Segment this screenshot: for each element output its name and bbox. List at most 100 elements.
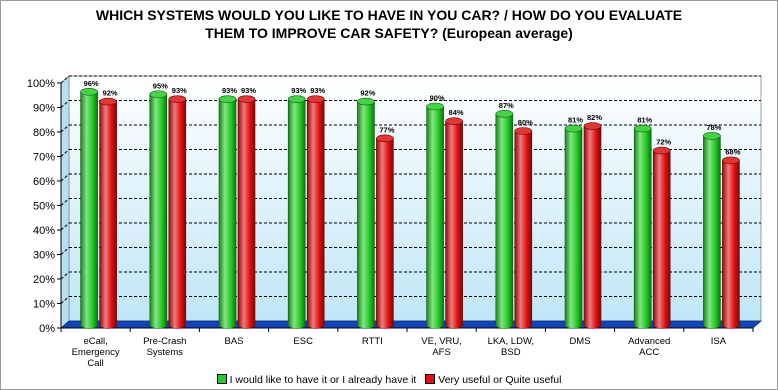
data-label: 82% <box>587 113 602 122</box>
bar-useful <box>445 120 463 329</box>
category-label: DMS <box>569 336 590 347</box>
category-label: BAS <box>224 336 243 347</box>
category-label: eCall, Emergency Call <box>72 336 120 369</box>
legend-item-red: Very useful or Quite useful <box>425 374 561 386</box>
data-label: 81% <box>637 116 652 125</box>
bar-would-like <box>357 101 375 329</box>
bar-top-cap <box>306 95 325 103</box>
y-tick-label: 40% <box>33 225 55 237</box>
bar-would-like <box>495 113 514 329</box>
bar-chart: 0% 10% 20% 30% 40% 50% 60% 70% 80% 90% 100% 96% 92% e… <box>27 75 763 369</box>
category-label: ISA <box>711 336 727 347</box>
category-label: LKA, LDW, BSD <box>488 336 534 358</box>
bar-top-cap <box>652 146 671 155</box>
y-tick-label: 20% <box>33 274 55 286</box>
category-label-line: BSD <box>501 347 521 358</box>
category-label-line: VE, VRU, <box>421 336 462 347</box>
data-label: 92% <box>360 89 375 98</box>
bar-top-cap <box>495 110 514 118</box>
bar-would-like <box>703 135 721 329</box>
bar-useful <box>376 138 394 329</box>
bar-top-cap <box>583 122 602 130</box>
y-tick-label: 80% <box>33 127 55 139</box>
data-label: 84% <box>449 108 464 117</box>
legend-swatch-green <box>216 374 227 384</box>
bar-useful <box>652 150 671 329</box>
category-label-line: Systems <box>147 347 184 358</box>
bar-would-like <box>149 93 168 329</box>
bar-useful <box>99 101 117 329</box>
legend: I would like to have it or I already hav… <box>1 374 777 386</box>
category-label-line: Emergency <box>72 347 120 358</box>
legend-label-green: I would like to have it or I already hav… <box>229 374 417 386</box>
bar-top-cap <box>287 95 306 103</box>
bar-useful <box>583 125 602 329</box>
data-label: 90% <box>430 94 445 103</box>
gridline-side <box>60 173 70 182</box>
bar-top-cap <box>514 127 533 135</box>
bar-top-cap <box>564 124 583 133</box>
data-label: 93% <box>291 86 306 95</box>
data-label: 78% <box>706 123 721 132</box>
y-tick-label: 70% <box>33 152 55 164</box>
category-label: Pre-Crash Systems <box>143 336 186 358</box>
bar-top-cap <box>237 95 256 103</box>
bar-useful <box>306 98 325 329</box>
gridline-side <box>60 198 70 206</box>
data-label: 77% <box>379 125 394 134</box>
bar-useful <box>237 98 256 329</box>
category-label-line: RTTI <box>362 336 383 347</box>
bar-useful <box>722 160 740 329</box>
category-label-line: BAS <box>224 336 243 347</box>
category-label-line: Advanced <box>628 336 670 347</box>
bar-top-cap <box>149 90 168 99</box>
y-tick-label: 10% <box>33 299 55 311</box>
bar-would-like <box>426 106 444 329</box>
gridline-side <box>60 149 70 157</box>
category-label: RTTI <box>362 336 383 347</box>
category-label-line: ISA <box>711 336 727 347</box>
chart-title-line-2: THEM TO IMPROVE CAR SAFETY? (European av… <box>205 25 573 41</box>
chart-title-line-1: WHICH SYSTEMS WOULD YOU LIKE TO HAVE IN … <box>95 7 683 23</box>
bar-top-cap <box>80 88 98 96</box>
data-label: 72% <box>656 138 671 147</box>
gridline-side <box>60 100 70 108</box>
category-label-line: ESC <box>293 336 313 347</box>
category-label: VE, VRU, AFS <box>421 336 462 358</box>
category-label: ESC <box>293 336 313 347</box>
gridline-side <box>60 75 70 84</box>
bar-top-cap <box>376 134 394 143</box>
category-label-line: LKA, LDW, <box>488 336 534 347</box>
legend-label-red: Very useful or Quite useful <box>438 374 562 386</box>
gridline-side <box>60 222 70 231</box>
bar-top-cap <box>703 132 721 140</box>
bar-top-cap <box>445 117 463 125</box>
bar-top-cap <box>426 102 444 111</box>
bar-would-like <box>218 98 237 329</box>
y-tick-label: 90% <box>33 103 55 115</box>
category-label-line: Call <box>87 358 103 369</box>
data-label: 81% <box>568 116 583 125</box>
legend-swatch-red <box>425 374 436 384</box>
data-label: 68% <box>725 147 740 156</box>
bar-would-like <box>80 91 98 329</box>
gridline-side <box>60 124 70 133</box>
bar-top-cap <box>99 97 117 106</box>
gridline-side <box>60 247 70 255</box>
category-label-line: DMS <box>569 336 590 347</box>
y-tick-label: 50% <box>33 201 55 213</box>
data-label: 87% <box>499 101 514 110</box>
category-label-line: AFS <box>432 347 450 358</box>
bar-top-cap <box>357 97 375 106</box>
category-label-line: ACC <box>639 347 659 358</box>
gridline-side <box>60 296 70 304</box>
data-label: 80% <box>518 118 533 127</box>
category-label-line: eCall, <box>83 336 107 347</box>
data-label: 92% <box>103 89 118 98</box>
bar-useful <box>514 130 533 329</box>
bar-useful <box>168 98 187 329</box>
data-label: 93% <box>222 86 237 95</box>
bar-top-cap <box>633 124 652 133</box>
legend-item-green: I would like to have it or I already hav… <box>216 374 417 386</box>
